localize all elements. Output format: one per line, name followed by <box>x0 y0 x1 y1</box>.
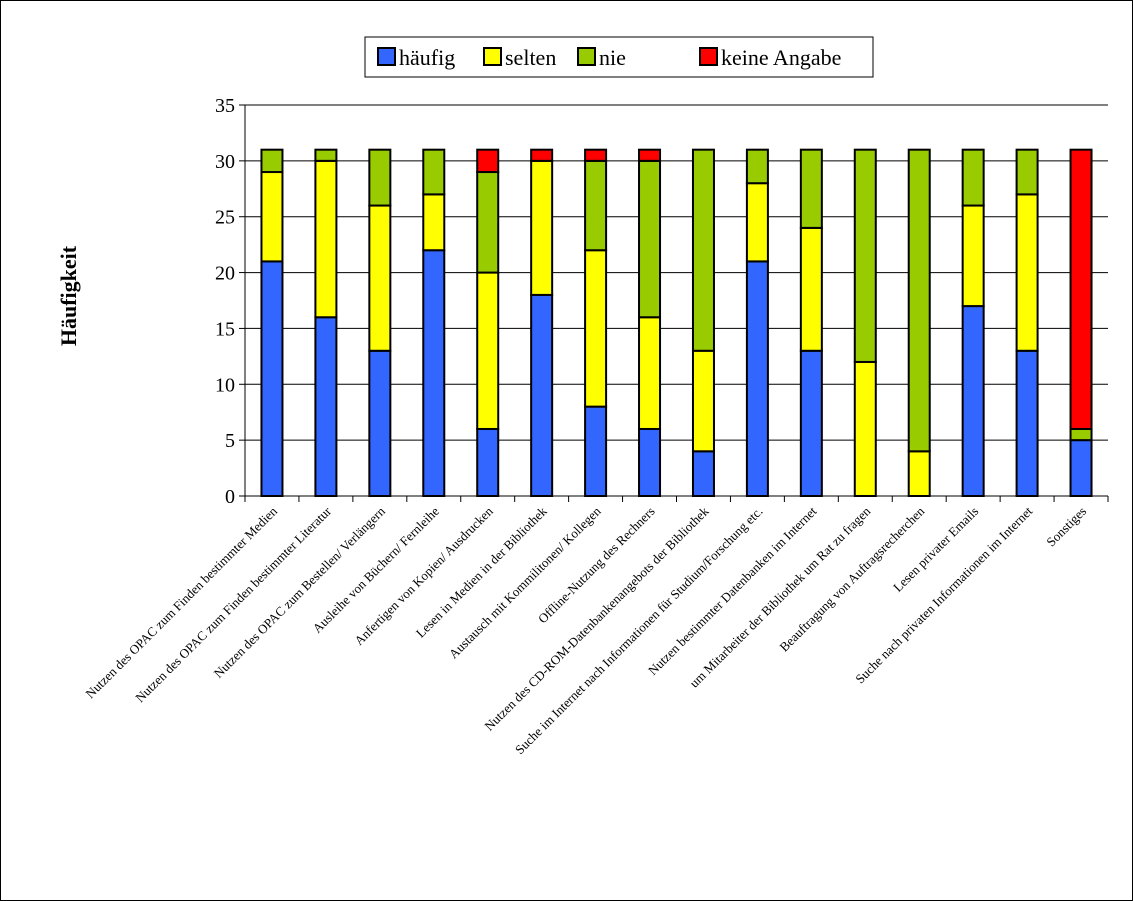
bar-segment <box>1015 349 1039 497</box>
bar-segment <box>907 148 931 453</box>
y-tick-label: 15 <box>215 318 235 340</box>
bar-segment <box>476 171 500 274</box>
y-tick-label: 10 <box>215 374 235 396</box>
bar-segment <box>530 159 554 296</box>
y-tick-label: 35 <box>215 95 235 117</box>
bar-segment <box>745 260 769 497</box>
bar-segment <box>314 316 338 497</box>
bar-segment <box>422 193 446 252</box>
bar-segment <box>853 148 877 363</box>
bar-segment <box>1069 427 1093 442</box>
y-axis-label: Häufigkeit <box>56 245 81 346</box>
bar-segment <box>476 271 500 430</box>
legend-label: häufig <box>399 45 455 70</box>
bar-segment <box>638 148 662 162</box>
legend-swatch <box>377 47 396 66</box>
bar-segment <box>530 148 554 162</box>
legend-label: selten <box>505 45 556 70</box>
bar-segment <box>961 148 985 207</box>
bar-segment <box>422 148 446 196</box>
bar-segment <box>638 316 662 430</box>
legend-label: keine Angabe <box>721 45 841 70</box>
y-tick-label: 25 <box>215 207 235 229</box>
legend-swatch <box>483 47 502 66</box>
bar-segment <box>368 349 392 497</box>
bar-segment <box>638 159 662 319</box>
legend-label: nie <box>599 45 626 70</box>
bar-segment <box>745 148 769 185</box>
bar-segment <box>314 148 338 162</box>
bar-segment <box>260 148 284 174</box>
bar-segment <box>691 450 715 498</box>
bar-segment <box>1015 148 1039 196</box>
legend: häufig selten nie keine Angabe <box>364 36 874 78</box>
bar-segment <box>799 349 823 497</box>
bar-segment <box>691 148 715 352</box>
y-tick-label: 0 <box>225 486 235 508</box>
legend-swatch <box>699 47 718 66</box>
bar-segment <box>638 427 662 498</box>
bar-segment <box>584 159 608 252</box>
bar-segment <box>422 249 446 497</box>
bar-segment <box>853 360 877 498</box>
bar-segment <box>476 427 500 498</box>
bar-segment <box>260 171 284 263</box>
y-tick-label: 30 <box>215 151 235 173</box>
bar-segment <box>584 405 608 497</box>
y-tick-label: 20 <box>215 263 235 285</box>
bar-segment <box>1069 439 1093 497</box>
bar-segment <box>530 293 554 497</box>
y-tick-label: 5 <box>225 430 235 452</box>
bar-segment <box>584 148 608 162</box>
bar-segment <box>1015 193 1039 352</box>
bar-segment <box>368 148 392 207</box>
bar-segment <box>1069 148 1093 430</box>
bar-segment <box>961 305 985 498</box>
bar-segment <box>745 182 769 263</box>
bar-segment <box>260 260 284 497</box>
bar-segment <box>584 249 608 408</box>
bar-segment <box>799 148 823 229</box>
bar-segment <box>907 450 931 498</box>
bar-segment <box>799 226 823 352</box>
bar-segment <box>476 148 500 174</box>
legend-box <box>364 36 874 78</box>
bar-segment <box>961 204 985 308</box>
bar-segment <box>368 204 392 352</box>
bar-segment <box>314 159 338 319</box>
legend-swatch <box>577 47 596 66</box>
bar-segment <box>691 349 715 453</box>
